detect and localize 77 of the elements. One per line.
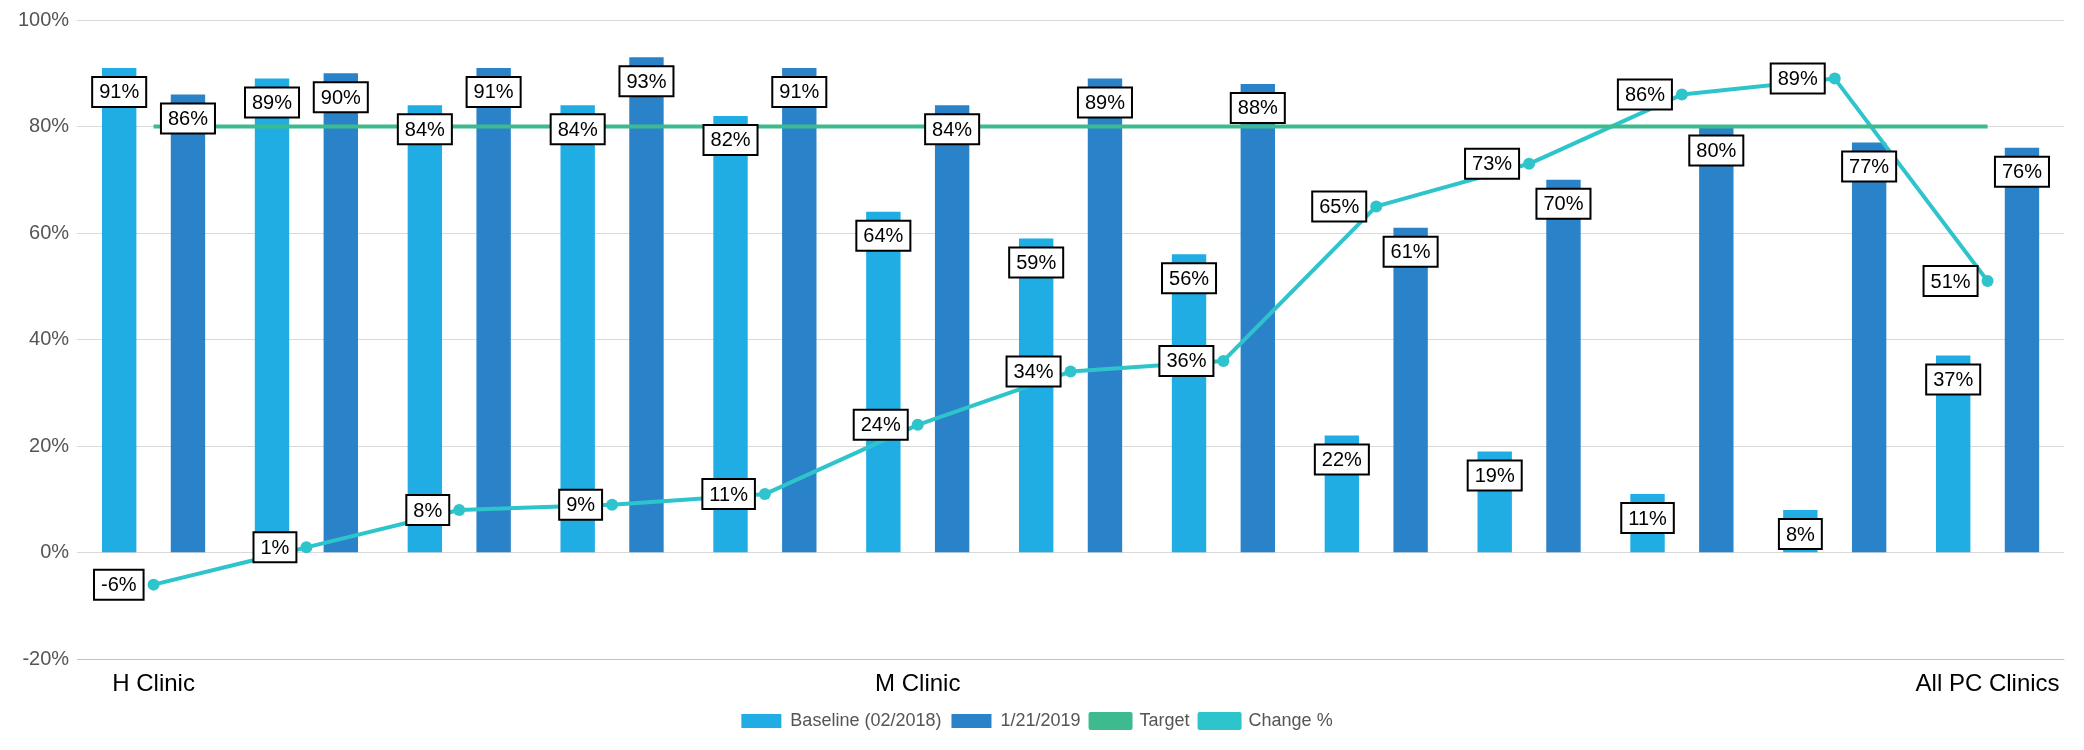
point xyxy=(1370,200,1383,213)
bar xyxy=(782,67,817,553)
y-tick-label: 100% xyxy=(18,7,70,30)
bar xyxy=(323,73,358,553)
data-label: 88% xyxy=(1237,96,1279,119)
data-label: 11% xyxy=(1628,506,1668,529)
point xyxy=(758,488,771,501)
x-tick-label: M Clinic xyxy=(875,669,961,697)
data-label: 84% xyxy=(932,117,973,140)
data-label: 84% xyxy=(557,117,598,140)
data-label: 65% xyxy=(1319,194,1360,217)
y-tick-label: 60% xyxy=(29,220,70,243)
point xyxy=(911,418,924,431)
point xyxy=(606,498,619,511)
y-tick-label: 80% xyxy=(29,114,70,137)
data-label: 1% xyxy=(260,535,290,558)
data-label: 76% xyxy=(2001,160,2043,183)
data-label: 91% xyxy=(99,80,140,103)
data-label: 37% xyxy=(1933,368,1974,391)
data-label: 91% xyxy=(779,80,820,103)
legend-label: Baseline (02/2018) xyxy=(790,709,942,730)
point xyxy=(1828,72,1841,85)
point xyxy=(1064,365,1077,378)
bar xyxy=(629,57,664,553)
point xyxy=(1523,157,1536,170)
data-label: 89% xyxy=(1084,91,1126,114)
point xyxy=(453,504,466,517)
data-label: 36% xyxy=(1166,349,1207,372)
data-label: 80% xyxy=(1696,139,1737,162)
data-label: 89% xyxy=(1777,67,1818,90)
bar xyxy=(1699,126,1734,553)
data-label: 82% xyxy=(710,128,751,151)
legend-label: Change % xyxy=(1248,709,1333,730)
data-label: 56% xyxy=(1169,266,1210,289)
data-label: 77% xyxy=(1849,155,1890,178)
x-tick-label: All PC Clinics xyxy=(1915,669,2060,697)
bar xyxy=(101,67,137,553)
bar xyxy=(1546,179,1581,553)
data-label: 9% xyxy=(566,493,596,516)
legend-label: Target xyxy=(1139,709,1190,730)
data-label: 8% xyxy=(1785,522,1816,545)
data-label: 22% xyxy=(1321,448,1363,470)
data-label: 8% xyxy=(413,498,443,521)
point xyxy=(1675,88,1688,101)
data-label: 59% xyxy=(1016,250,1057,273)
data-label: -6% xyxy=(101,573,137,596)
bar xyxy=(476,67,511,553)
point xyxy=(300,541,313,554)
data-label: 84% xyxy=(404,117,446,140)
data-label: 24% xyxy=(860,413,901,436)
point xyxy=(1217,354,1230,367)
data-label: 86% xyxy=(167,107,209,130)
data-label: 61% xyxy=(1390,240,1431,263)
y-tick-label: 20% xyxy=(29,433,70,456)
data-label: 93% xyxy=(626,69,667,92)
point xyxy=(147,578,160,591)
data-label: 73% xyxy=(1472,152,1513,175)
data-label: 90% xyxy=(320,85,362,108)
x-tick-label: H Clinic xyxy=(112,669,195,697)
point xyxy=(1981,275,1994,288)
data-label: 86% xyxy=(1624,83,1666,106)
y-tick-label: -20% xyxy=(22,646,70,669)
data-label: 34% xyxy=(1013,360,1054,383)
y-tick-label: 0% xyxy=(40,540,70,563)
data-label: 51% xyxy=(1930,269,1971,292)
data-label: 11% xyxy=(709,482,749,505)
data-label: 64% xyxy=(863,224,904,247)
data-label: 19% xyxy=(1474,463,1515,486)
bar xyxy=(1087,78,1123,553)
data-label: 70% xyxy=(1543,192,1584,215)
data-label: 89% xyxy=(252,91,293,114)
data-label: 91% xyxy=(473,80,514,103)
legend-label: 1/21/2019 xyxy=(1000,709,1081,730)
y-tick-label: 40% xyxy=(29,327,70,350)
bar xyxy=(1393,227,1428,553)
bar xyxy=(1240,83,1275,553)
bar xyxy=(2004,147,2040,553)
